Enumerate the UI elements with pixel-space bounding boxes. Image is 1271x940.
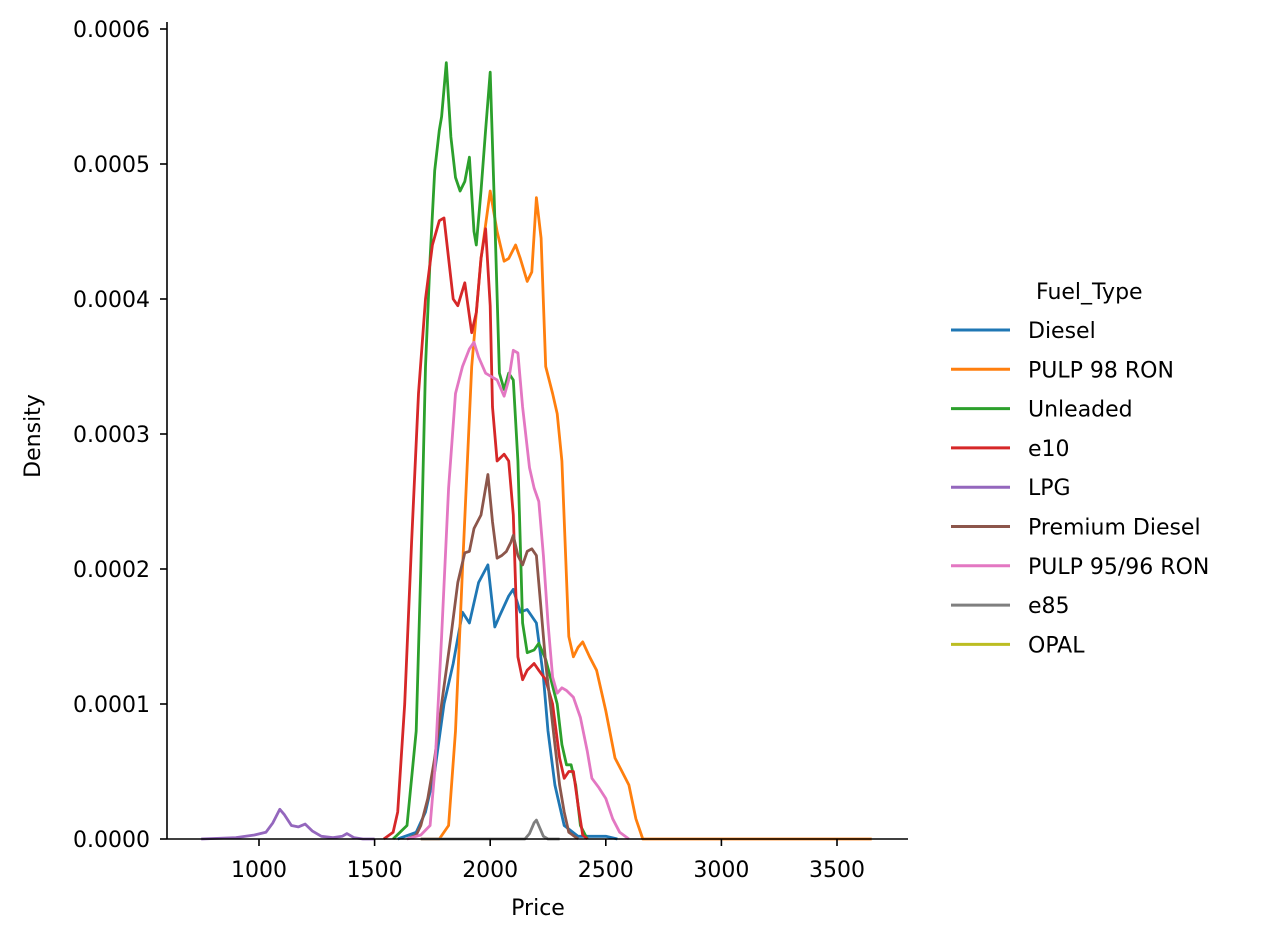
- legend-label-diesel: Diesel: [1028, 319, 1096, 344]
- legend-items: Diesel PULP 98 RON Unleaded e10 LPG Premium D…: [951, 319, 1209, 658]
- plot-lines: [201, 61, 872, 841]
- legend-label-pulp-98-ron: PULP 98 RON: [1028, 358, 1174, 383]
- legend-label-e85: e85: [1028, 594, 1070, 619]
- y-tick-label: 0.0001: [73, 693, 150, 718]
- series-line-e85: [420, 818, 560, 841]
- legend-label-lpg: LPG: [1028, 476, 1071, 501]
- series-line-pulp-95-96-ron: [406, 340, 630, 841]
- x-ticks: 1000 1500 2000 2500 3000 3500: [231, 839, 865, 883]
- series-line-unleaded: [392, 61, 589, 841]
- x-tick-label: 2000: [462, 858, 518, 883]
- x-tick-label: 1000: [231, 858, 287, 883]
- x-tick-label: 3000: [693, 858, 749, 883]
- legend-label-e10: e10: [1028, 437, 1070, 462]
- legend-title: Fuel_Type: [1036, 280, 1143, 305]
- x-axis-title: Price: [511, 896, 565, 921]
- legend-label-unleaded: Unleaded: [1028, 398, 1133, 423]
- y-tick-label: 0.0005: [73, 153, 150, 178]
- y-tick-label: 0.0003: [73, 423, 150, 448]
- x-tick-label: 3500: [809, 858, 865, 883]
- y-tick-label: 0.0006: [73, 18, 150, 43]
- y-tick-label: 0.0002: [73, 558, 150, 583]
- series-line-premium-diesel: [406, 473, 579, 841]
- legend: Fuel_Type Diesel PULP 98 RON Unleaded e10 LP…: [951, 280, 1209, 658]
- y-tick-label: 0.0004: [73, 288, 150, 313]
- y-tick-label: 0.0000: [73, 828, 150, 853]
- series-line-diesel: [397, 563, 618, 841]
- series-line-lpg: [201, 807, 375, 841]
- series-line-e10: [382, 216, 589, 841]
- x-tick-label: 2500: [578, 858, 634, 883]
- legend-label-premium-diesel: Premium Diesel: [1028, 516, 1201, 541]
- axes: [166, 22, 908, 840]
- y-ticks: 0.0000 0.0001 0.0002 0.0003 0.0004 0.0005 0.00…: [73, 18, 167, 853]
- x-tick-label: 1500: [347, 858, 403, 883]
- y-axis-title: Density: [21, 394, 46, 478]
- legend-label-opal: OPAL: [1028, 633, 1085, 658]
- legend-label-pulp-95-96-ron: PULP 95/96 RON: [1028, 555, 1209, 580]
